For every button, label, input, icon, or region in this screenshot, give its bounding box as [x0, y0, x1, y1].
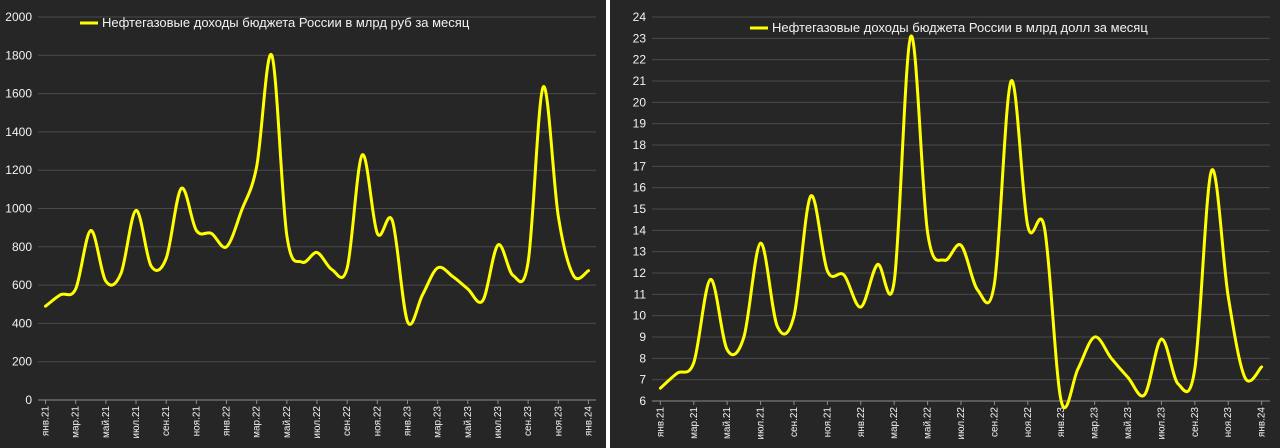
- x-tick-label: янв.24: [583, 406, 594, 437]
- y-tick-label: 11: [634, 287, 647, 301]
- x-tick-label: сен.23: [523, 406, 534, 436]
- y-tick-label: 600: [12, 278, 32, 292]
- x-tick-label: ноя.22: [372, 406, 383, 437]
- y-tick-label: 1600: [5, 87, 32, 101]
- y-tick-label: 20: [633, 95, 647, 109]
- x-tick-label: янв.22: [222, 406, 233, 437]
- y-tick-label: 7: [639, 373, 646, 387]
- chart-rub: 0 200 400 600 800 1000 1200 1400 1600 1800 2000 янв…: [5, 10, 596, 439]
- y-tick-label: 12: [633, 266, 647, 280]
- y-tick-label: 1800: [5, 48, 32, 62]
- y-tick-label: 400: [12, 316, 32, 330]
- y-tick-label: 13: [633, 245, 647, 259]
- y-tick-label: 2000: [5, 10, 32, 24]
- x-tick-label: ноя.21: [822, 407, 833, 438]
- y-tick-label: 19: [633, 117, 647, 131]
- legend-label: Нефтегазовые доходы бюджета России в млр…: [772, 20, 1148, 35]
- y-tick-label: 23: [633, 31, 647, 45]
- x-tick-label: ноя.22: [1023, 407, 1034, 438]
- x-tick-label: янв.23: [1056, 407, 1067, 438]
- x-tick-label: июл.22: [312, 406, 323, 439]
- x-tick-label: июл.23: [1156, 407, 1167, 440]
- x-tick-label: мар.21: [689, 407, 700, 439]
- x-tick-label: янв.21: [41, 406, 52, 437]
- y-tick-label: 17: [633, 159, 647, 173]
- chart-usd: 6 7 8 9 10 11 12 13 14 15 16 17 18 19 20 21 22 23 24 янв.21…: [633, 10, 1270, 440]
- chart-panel-usd: 6 7 8 9 10 11 12 13 14 15 16 17 18 19 20 21 22 23 24 янв.21…: [610, 0, 1280, 448]
- series-line: [44, 53, 590, 326]
- x-tick-label: май.22: [923, 407, 934, 439]
- chart-panel-rub: 0 200 400 600 800 1000 1200 1400 1600 1800 2000 янв…: [0, 0, 606, 448]
- y-tick-label: 800: [12, 240, 32, 254]
- y-tick-label: 22: [633, 53, 647, 67]
- x-tick-label: ноя.23: [1223, 407, 1234, 438]
- x-tick-label: июл.23: [493, 406, 504, 439]
- x-tick-label: мар.23: [1090, 407, 1101, 439]
- x-tick-label: июл.21: [131, 406, 142, 439]
- x-tick-label: май.23: [463, 406, 474, 438]
- legend-label: Нефтегазовые доходы бюджета России в млр…: [102, 15, 470, 30]
- y-tick-label: 24: [633, 10, 647, 24]
- x-tick-label: мар.23: [433, 406, 444, 438]
- x-tick-label: мар.22: [252, 406, 263, 438]
- x-tick-label: сен.21: [789, 407, 800, 437]
- x-tick-label: ноя.23: [553, 406, 564, 437]
- y-tick-label: 1200: [5, 163, 32, 177]
- x-tick-label: май.23: [1123, 407, 1134, 439]
- y-tick-label: 16: [633, 181, 647, 195]
- y-tick-label: 200: [12, 355, 32, 369]
- y-tick-label: 1400: [5, 125, 32, 139]
- x-tick-label: июл.21: [756, 407, 767, 440]
- x-tick-label: сен.22: [342, 406, 353, 436]
- x-tick-label: июл.22: [956, 407, 967, 440]
- y-tick-label: 14: [633, 223, 647, 237]
- x-tick-label: янв.22: [856, 407, 867, 438]
- y-tick-label: 18: [633, 138, 647, 152]
- y-tick-label: 1000: [5, 202, 32, 216]
- y-tick-label: 9: [639, 330, 646, 344]
- x-tick-label: янв.23: [402, 406, 413, 437]
- y-tick-label: 21: [633, 74, 647, 88]
- y-tick-label: 15: [633, 202, 647, 216]
- series-line: [658, 34, 1264, 410]
- x-tick-label: май.21: [722, 407, 733, 439]
- y-tick-label: 0: [25, 393, 32, 407]
- x-tick-label: май.22: [282, 406, 293, 438]
- y-tick-label: 8: [639, 351, 646, 365]
- x-tick-label: янв.21: [655, 407, 666, 438]
- x-tick-label: янв.24: [1257, 407, 1268, 438]
- x-tick-label: мар.21: [71, 406, 82, 438]
- y-tick-label: 10: [633, 309, 647, 323]
- x-tick-label: сен.22: [989, 407, 1000, 437]
- x-tick-label: сен.23: [1190, 407, 1201, 437]
- x-tick-label: мар.22: [889, 407, 900, 439]
- x-tick-label: сен.21: [161, 406, 172, 436]
- x-tick-label: ноя.21: [191, 406, 202, 437]
- x-tick-label: май.21: [101, 406, 112, 438]
- y-tick-label: 6: [639, 394, 646, 408]
